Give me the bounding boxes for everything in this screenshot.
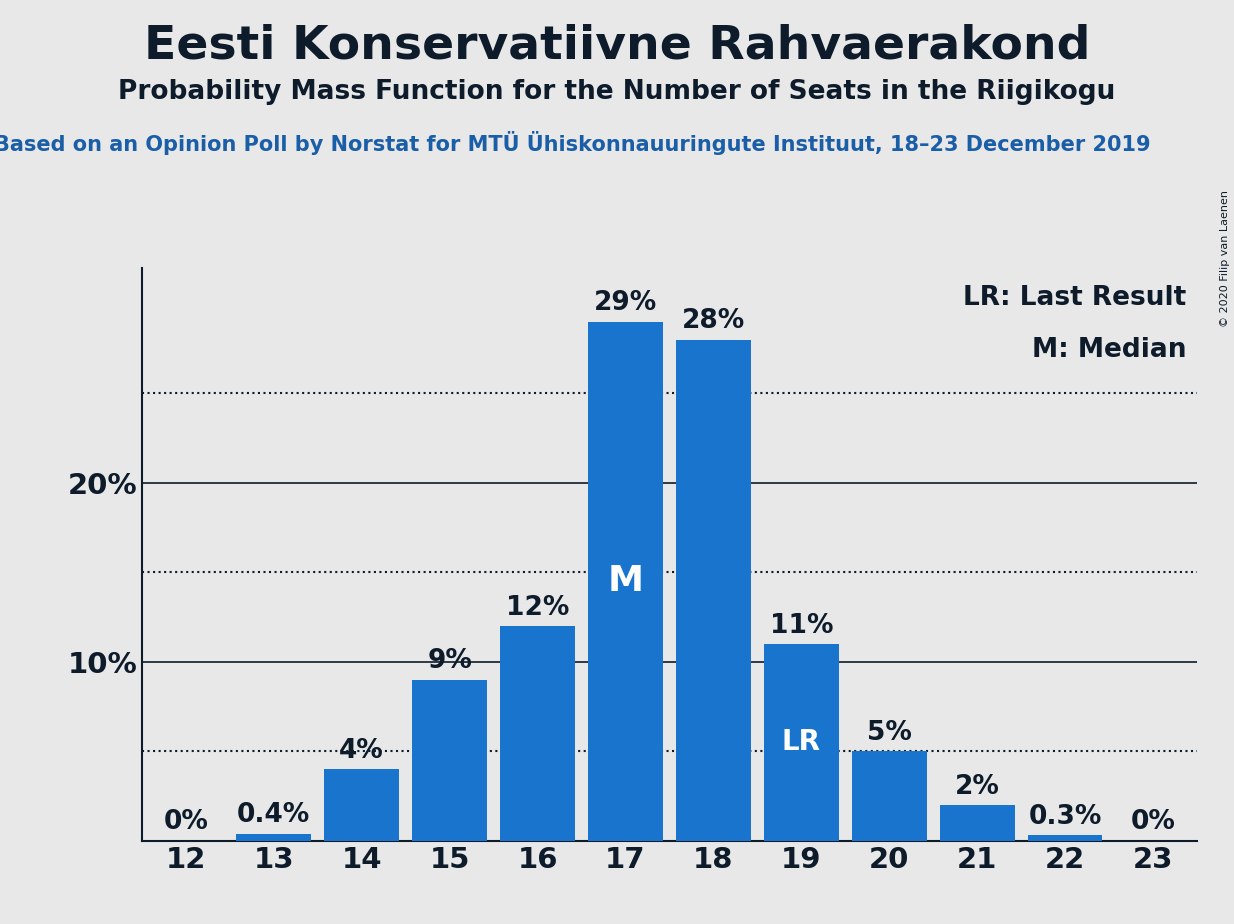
Text: © 2020 Filip van Laenen: © 2020 Filip van Laenen — [1220, 190, 1230, 327]
Bar — [237, 833, 311, 841]
Text: LR: Last Result: LR: Last Result — [964, 286, 1186, 311]
Bar — [500, 626, 575, 841]
Bar — [1028, 835, 1102, 841]
Text: 9%: 9% — [427, 649, 473, 675]
Bar — [589, 322, 663, 841]
Text: M: Median: M: Median — [1032, 336, 1186, 363]
Bar — [412, 680, 487, 841]
Text: 4%: 4% — [339, 738, 384, 764]
Bar — [940, 805, 1014, 841]
Text: 11%: 11% — [770, 613, 833, 638]
Text: 0%: 0% — [163, 809, 209, 835]
Text: Probability Mass Function for the Number of Seats in the Riigikogu: Probability Mass Function for the Number… — [118, 79, 1116, 104]
Text: 5%: 5% — [866, 720, 912, 746]
Text: Based on an Opinion Poll by Norstat for MTÜ Ühiskonnauuringute Instituut, 18–23 : Based on an Opinion Poll by Norstat for … — [0, 131, 1150, 155]
Bar — [764, 644, 839, 841]
Text: Eesti Konservatiivne Rahvaerakond: Eesti Konservatiivne Rahvaerakond — [143, 23, 1091, 68]
Bar — [851, 751, 927, 841]
Text: 28%: 28% — [681, 309, 745, 334]
Text: 0.4%: 0.4% — [237, 802, 311, 828]
Text: 12%: 12% — [506, 595, 569, 621]
Text: M: M — [607, 565, 643, 598]
Text: 0%: 0% — [1130, 809, 1176, 835]
Text: 0.3%: 0.3% — [1028, 804, 1102, 830]
Text: LR: LR — [782, 728, 821, 757]
Bar — [325, 769, 399, 841]
Text: 29%: 29% — [594, 290, 658, 316]
Text: 2%: 2% — [955, 773, 1000, 799]
Bar — [676, 340, 750, 841]
